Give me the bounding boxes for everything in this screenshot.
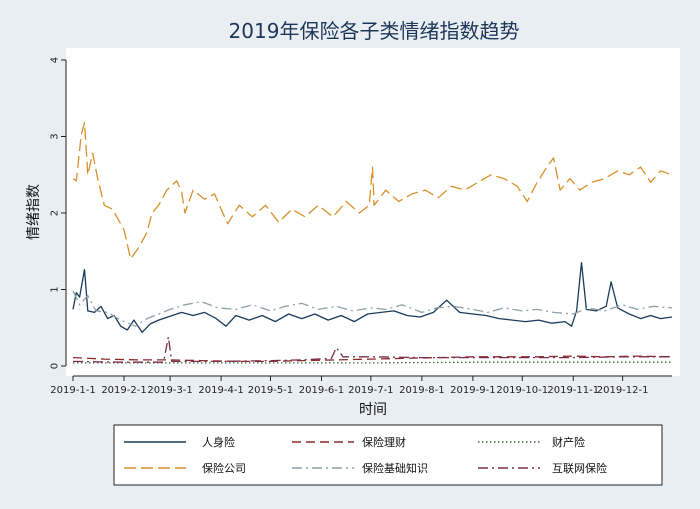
series-line-5	[72, 336, 672, 363]
x-tick-label: 2019-11-1	[547, 385, 599, 396]
legend-label-1: 保险理财	[362, 435, 406, 449]
x-tick-label: 2019-2-1	[101, 385, 146, 396]
x-tick-label: 2019-7-1	[348, 385, 393, 396]
chart-title: 2019年保险各子类情绪指数趋势	[229, 19, 520, 43]
y-tick-label: 1	[50, 286, 61, 292]
x-tick-label: 2019-5-1	[248, 385, 293, 396]
plot-area	[66, 48, 680, 376]
x-axis-title: 时间	[359, 402, 387, 418]
series-line-0	[72, 262, 673, 333]
x-tick-label: 2019-4-1	[198, 385, 243, 396]
x-tick-label: 2019-9-1	[450, 385, 495, 396]
series-line-3	[72, 122, 673, 260]
legend-label-4: 保险基础知识	[362, 461, 428, 475]
legend-label-5: 互联网保险	[552, 461, 607, 475]
x-tick-label: 2019-10-1	[496, 385, 548, 396]
series-layer	[72, 122, 673, 364]
x-tick-label: 2019-1-1	[50, 385, 95, 396]
x-tick-label: 2019-3-1	[147, 385, 192, 396]
y-tick-label: 0	[50, 363, 61, 369]
x-tick-label: 2019-12-1	[597, 385, 649, 396]
legend-box	[113, 424, 663, 486]
legend-label-2: 财产险	[552, 435, 585, 449]
legend-label-3: 保险公司	[202, 461, 246, 475]
x-tick-label: 2019-6-1	[299, 385, 344, 396]
legend-label-0: 人身险	[202, 435, 235, 449]
x-tick-label: 2019-8-1	[399, 385, 444, 396]
y-tick-label: 3	[50, 133, 61, 139]
y-tick-label: 2	[50, 210, 61, 216]
series-line-1	[72, 355, 673, 363]
y-ticks: 0 1 2 3 4	[50, 57, 66, 369]
series-line-2	[73, 361, 672, 364]
y-tick-label: 4	[50, 57, 61, 63]
series-line-4	[72, 290, 673, 327]
x-ticks: 2019-1-1 2019-2-1 2019-3-1 2019-4-1 2019-5-1…	[50, 376, 649, 396]
y-axis-title: 情绪指数	[26, 184, 42, 240]
